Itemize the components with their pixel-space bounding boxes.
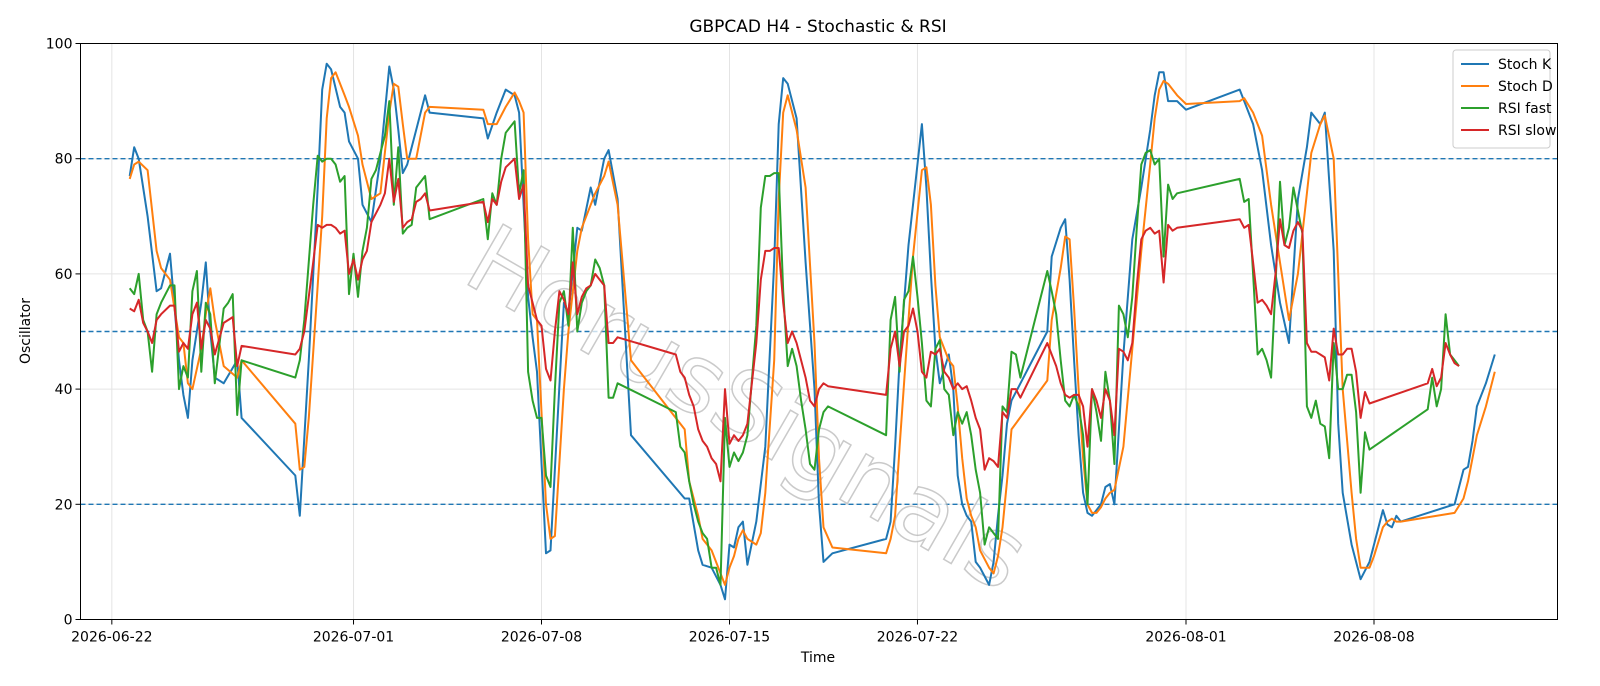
x-axis-title: Time <box>800 650 835 666</box>
y-tick-label: 60 <box>55 267 73 283</box>
chart-title: GBPCAD H4 - Stochastic & RSI <box>689 17 946 37</box>
series-line-rsi-fast <box>128 100 1460 586</box>
legend-label: RSI slow <box>1498 123 1556 139</box>
y-tick-label: 40 <box>55 382 73 398</box>
x-tick-label: 2026-07-22 <box>877 630 958 646</box>
x-tick-label: 2026-06-22 <box>71 630 152 646</box>
series-line-stoch-d <box>128 71 1496 586</box>
legend-label: RSI fast <box>1498 101 1552 117</box>
series-line-rsi-slow <box>129 157 1460 483</box>
x-axis-ticks: 2026-06-22 2026-07-01 2026-07-08 2026-07-15… <box>71 619 1415 646</box>
x-tick-label: 2026-08-01 <box>1145 630 1226 646</box>
x-tick-label: 2026-07-08 <box>501 630 582 646</box>
y-axis-ticks: 0 20 40 60 80 100 <box>46 37 81 629</box>
x-tick-label: 2026-07-15 <box>689 630 770 646</box>
y-tick-label: 20 <box>55 497 73 513</box>
x-tick-label: 2026-07-01 <box>313 630 394 646</box>
series-line-stoch-k <box>128 62 1496 601</box>
y-tick-label: 80 <box>55 152 73 168</box>
plot-frame <box>80 43 1558 620</box>
series-lines <box>128 62 1496 601</box>
legend-box <box>1452 49 1551 149</box>
legend-label: Stoch K <box>1498 57 1552 73</box>
legend: Stoch K Stoch D RSI fast RSI slow <box>1452 49 1556 149</box>
y-tick-label: 100 <box>46 37 73 53</box>
x-tick-label: 2026-08-08 <box>1333 630 1414 646</box>
y-tick-label: 0 <box>64 613 73 629</box>
y-axis-title: Oscillator <box>18 298 34 364</box>
legend-label: Stoch D <box>1498 79 1553 95</box>
